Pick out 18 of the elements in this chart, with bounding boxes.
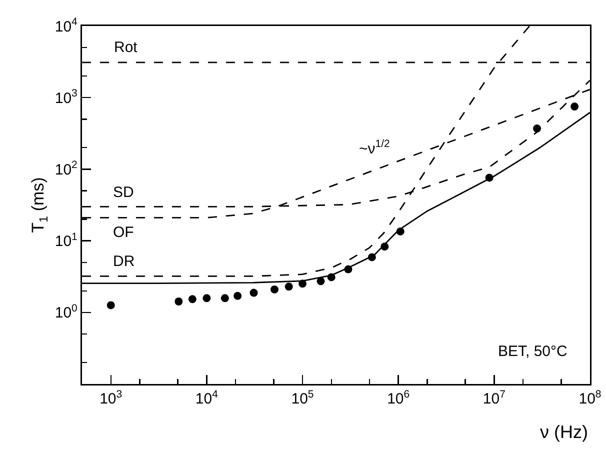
ref-line-label: Rot — [114, 39, 138, 56]
y-tick-label: 10$^{2}$ — [54, 159, 78, 178]
y-tick-label: 10$^{1}$ — [54, 230, 78, 250]
series-label: OF — [113, 224, 134, 241]
x-tick-label: 10$^{6}$ — [387, 388, 410, 408]
x-tick-label: 10$^{5}$ — [291, 388, 314, 408]
annotation: BET, 50°C — [498, 343, 568, 360]
series-label: DR — [113, 253, 135, 270]
x-tick-label: 10$^{8}$ — [578, 388, 602, 408]
y-tick-label: 10$^{0}$ — [54, 302, 78, 322]
y-tick-label: 10$^{4}$ — [54, 16, 78, 36]
x-tick-label: 10$^{7}$ — [482, 388, 506, 408]
annotation: ~ν$^{1/2}$ — [359, 138, 390, 158]
series-label: SD — [113, 184, 134, 201]
x-axis-title: ν (Hz) — [540, 422, 588, 442]
y-tick-label: 10$^{3}$ — [54, 88, 78, 107]
x-tick-label: 10$^{3}$ — [100, 388, 122, 408]
x-tick-label: 10$^{4}$ — [195, 388, 218, 408]
